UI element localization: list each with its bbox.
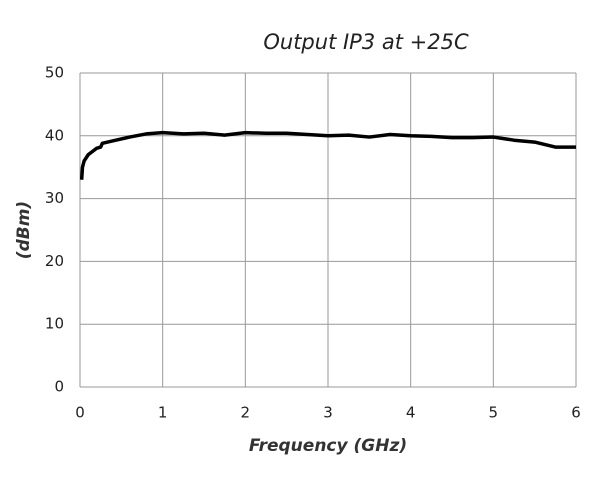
x-tick-label: 3 [323,404,333,422]
x-tick-label: 1 [158,404,168,422]
x-tick-label: 0 [75,404,85,422]
x-axis-label: Frequency (GHz) [249,436,407,456]
y-tick-label: 50 [45,64,64,82]
data-line [79,130,576,180]
y-tick-label: 10 [45,315,64,333]
chart-title: Output IP3 at +25C [263,30,469,54]
y-tick-label: 20 [45,252,64,270]
x-tick-label: 4 [406,404,416,422]
y-tick-label: 30 [45,189,64,207]
x-tick-label: 5 [489,404,499,422]
y-tick-label: 40 [45,126,64,144]
y-tick-label: 0 [54,378,64,396]
x-tick-label: 6 [571,404,581,422]
x-tick-label: 2 [241,404,251,422]
y-axis-label: (dBm) [14,201,34,259]
